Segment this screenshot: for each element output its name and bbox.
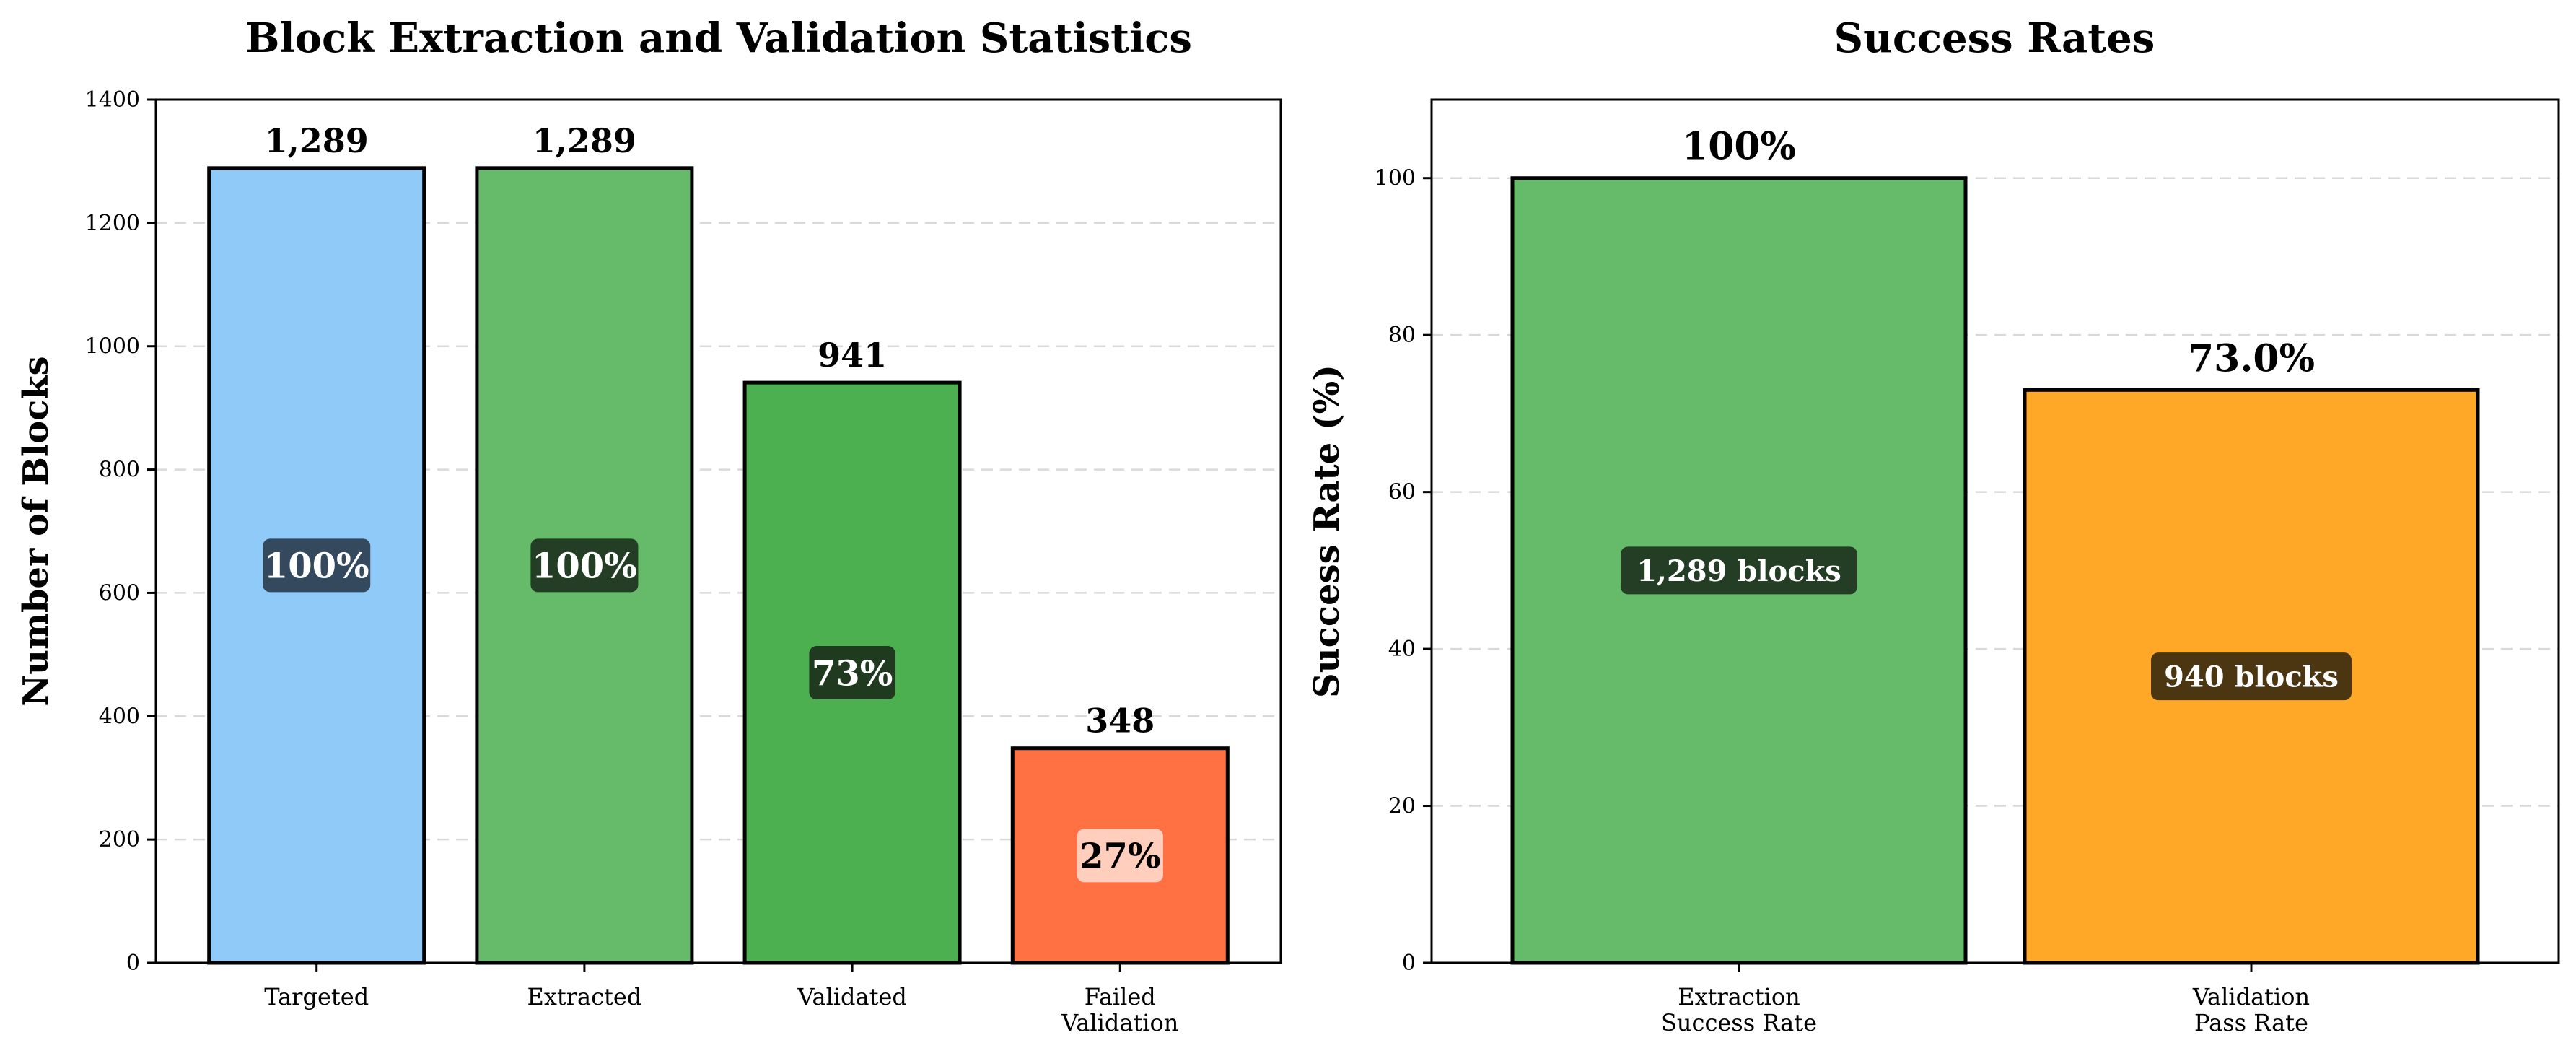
y-tick-label: 0 — [126, 951, 140, 976]
y-tick-label: 1200 — [85, 211, 140, 236]
y-tick-label: 1000 — [85, 334, 140, 359]
inner-label-box — [1621, 546, 1857, 595]
bar-inner-label: 1,289 blocks — [1637, 554, 1841, 588]
x-tick-label: Validation Pass Rate — [2192, 983, 2310, 1036]
y-tick-label: 800 — [99, 458, 140, 483]
y-axis-label: Success Rate (%) — [1307, 364, 1347, 698]
y-tick-label: 40 — [1388, 637, 1416, 662]
bar-inner-label: 73% — [812, 653, 893, 694]
x-tick-label: Validated — [797, 983, 907, 1010]
bar-value-label: 348 — [1085, 702, 1155, 741]
y-tick-label: 200 — [99, 827, 140, 852]
bar-inner-label: 940 blocks — [2164, 660, 2339, 694]
y-tick-label: 600 — [99, 580, 140, 606]
bar-value-label: 73.0% — [2188, 336, 2315, 380]
y-tick-label: 80 — [1388, 323, 1416, 348]
chart-title: Block Extraction and Validation Statisti… — [245, 14, 1192, 62]
plot-frame — [1430, 98, 2560, 964]
y-tick-label: 0 — [1402, 951, 1416, 976]
chart-panel-2: Success Rates 0 20 40 60 80 100 Success Rate (%… — [1307, 14, 2560, 1036]
inner-label-box — [809, 646, 895, 700]
bar-inner-label: 100% — [532, 546, 637, 587]
bar-value-label: 1,289 — [533, 121, 636, 160]
bar-value-label: 1,289 — [265, 121, 369, 160]
inner-label-box — [530, 538, 639, 593]
y-tick-label: 100 — [1375, 166, 1416, 191]
y-tick-label: 1400 — [85, 87, 140, 113]
bar-inner-label: 100% — [264, 546, 369, 587]
inner-label-box — [2151, 652, 2352, 701]
x-tick-label: Failed Validation — [1061, 983, 1178, 1036]
inner-label-box — [1077, 829, 1163, 883]
chart-panel-1: Block Extraction and Validation Statisti… — [16, 14, 1282, 1036]
y-tick-label: 60 — [1388, 480, 1416, 505]
x-tick-label: Targeted — [264, 983, 369, 1010]
inner-label-box — [263, 538, 371, 593]
plot-frame — [154, 98, 1282, 964]
bar-value-label: 100% — [1682, 125, 1796, 169]
y-tick-label: 400 — [99, 704, 140, 729]
x-tick-label: Extraction Success Rate — [1661, 983, 1817, 1036]
x-tick-label: Extracted — [527, 983, 641, 1010]
bar-inner-label: 27% — [1079, 837, 1160, 877]
y-tick-label: 20 — [1388, 794, 1416, 819]
bar-value-label: 941 — [818, 336, 887, 375]
y-axis-label: Number of Blocks — [16, 356, 56, 706]
chart-title: Success Rates — [1834, 14, 2155, 62]
